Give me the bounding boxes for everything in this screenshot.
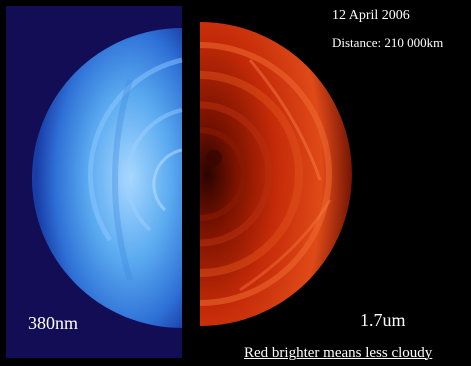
image-caption: Red brighter means less cloudy: [244, 345, 433, 361]
ir-wavelength-label: 1.7um: [360, 310, 406, 330]
uv-hemisphere: [32, 28, 183, 328]
uv-wavelength-label: 380nm: [28, 313, 79, 333]
distance-label: Distance: 210 000km: [332, 35, 444, 50]
observation-date: 12 April 2006: [332, 8, 410, 23]
ir-hemisphere: [199, 22, 352, 326]
